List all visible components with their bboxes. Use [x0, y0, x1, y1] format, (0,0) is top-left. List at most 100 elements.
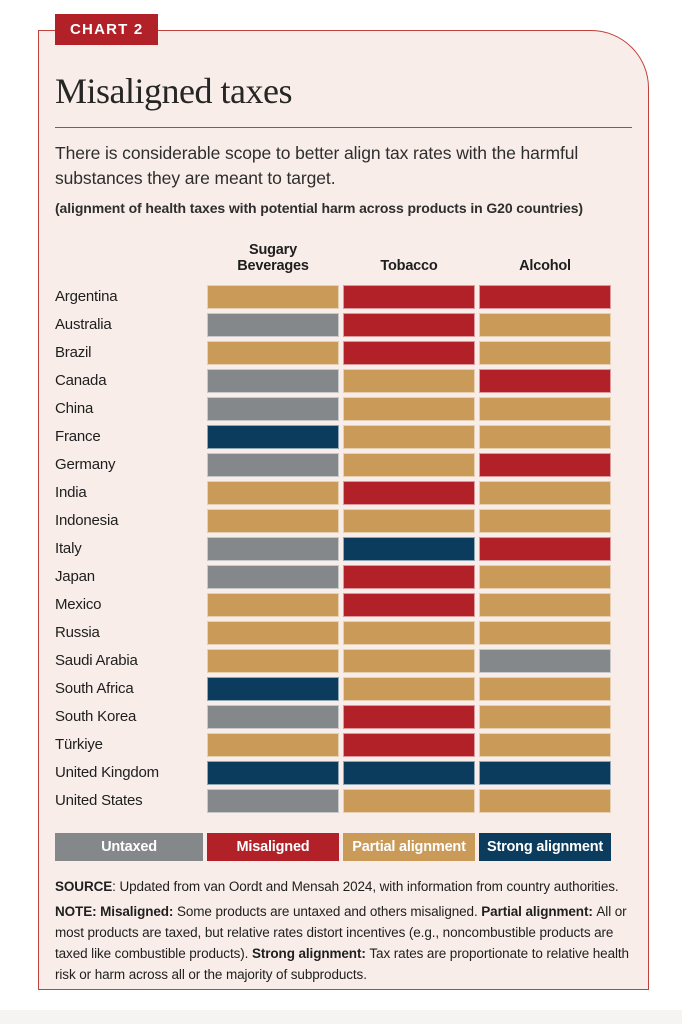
table-row: Türkiye [55, 732, 632, 757]
country-label: France [55, 428, 101, 446]
alignment-cell-partial [479, 676, 611, 701]
table-row: Mexico [55, 592, 632, 617]
country-label: India [55, 484, 87, 502]
country-label: United States [55, 792, 143, 810]
alignment-cell-misaligned [479, 536, 611, 561]
alignment-cell-partial [207, 340, 339, 365]
alignment-cell-untaxed [479, 648, 611, 673]
table-row: South Korea [55, 704, 632, 729]
note-bold-segment: Strong alignment: [251, 945, 370, 961]
alignment-cell-misaligned [479, 284, 611, 309]
alignment-cell-untaxed [207, 368, 339, 393]
table-row: Argentina [55, 284, 632, 309]
alignment-cell-strong [207, 676, 339, 701]
alignment-cell-misaligned [343, 732, 475, 757]
alignment-cell-untaxed [207, 564, 339, 589]
column-header-tobacco: Tobacco [380, 258, 438, 275]
alignment-cell-partial [479, 704, 611, 729]
table-row: China [55, 396, 632, 421]
alignment-cell-untaxed [207, 788, 339, 813]
country-label: Mexico [55, 596, 102, 614]
alignment-cell-partial [207, 284, 339, 309]
alignment-cell-partial [343, 620, 475, 645]
country-label: Canada [55, 372, 107, 390]
title-divider [55, 126, 632, 128]
table-row: United Kingdom [55, 760, 632, 785]
table-row: France [55, 424, 632, 449]
alignment-cell-strong [207, 424, 339, 449]
legend-item-partial: Partial alignment [343, 832, 475, 861]
chart-subtitle: There is considerable scope to better al… [55, 142, 579, 189]
table-row: Australia [55, 312, 632, 337]
country-label: Germany [55, 456, 116, 474]
source-line: SOURCE: Updated from van Oordt and Mensa… [55, 877, 632, 897]
alignment-cell-partial [207, 480, 339, 505]
country-label: China [55, 400, 94, 418]
alignment-cell-partial [343, 368, 475, 393]
alignment-cell-partial [343, 396, 475, 421]
country-label: Italy [55, 540, 82, 558]
alignment-cell-strong [479, 760, 611, 785]
country-label: Saudi Arabia [55, 652, 138, 670]
alignment-cell-untaxed [207, 312, 339, 337]
source-text: : Updated from van Oordt and Mensah 2024… [112, 878, 619, 894]
alignment-cell-misaligned [343, 704, 475, 729]
alignment-cell-untaxed [207, 536, 339, 561]
note-segment: All or most products are taxed, but rela… [55, 904, 627, 961]
alignment-cell-partial [343, 508, 475, 533]
alignment-cell-partial [479, 592, 611, 617]
country-label: Argentina [55, 288, 118, 306]
table-row: Canada [55, 368, 632, 393]
note-bold-segment: Misaligned: [100, 904, 177, 920]
alignment-cell-partial [479, 424, 611, 449]
alignment-cell-misaligned [479, 452, 611, 477]
table-row: Brazil [55, 340, 632, 365]
alignment-cell-untaxed [207, 452, 339, 477]
alignment-cell-partial [479, 564, 611, 589]
alignment-cell-misaligned [343, 480, 475, 505]
chart-number-badge: CHART 2 [55, 14, 159, 45]
page-title: Misaligned taxes [55, 71, 292, 111]
alignment-cell-partial [479, 620, 611, 645]
note-bold-segment: NOTE: [55, 904, 101, 920]
country-label: Australia [55, 316, 112, 334]
alignment-cell-misaligned [343, 340, 475, 365]
table-row: Saudi Arabia [55, 648, 632, 673]
alignment-cell-misaligned [343, 564, 475, 589]
alignment-cell-strong [207, 760, 339, 785]
country-label: Russia [55, 624, 100, 642]
alignment-cell-partial [343, 788, 475, 813]
alignment-cell-partial [343, 452, 475, 477]
table-row: Germany [55, 452, 632, 477]
chart-card: CHART 2 Misaligned taxes There is consid… [38, 14, 649, 990]
note-segment: Tax rates are proportionate to relative … [55, 945, 629, 982]
alignment-cell-strong [343, 760, 475, 785]
country-label: Türkiye [55, 736, 103, 754]
legend-item-strong: Strong alignment [479, 832, 611, 861]
alignment-cell-partial [479, 340, 611, 365]
note-bold-segment: Partial alignment: [481, 904, 597, 920]
country-label: South Africa [55, 680, 134, 698]
table-row: India [55, 480, 632, 505]
column-header-alcohol: Alcohol [519, 258, 571, 275]
source-label: SOURCE [55, 878, 113, 894]
country-label: Brazil [55, 344, 92, 362]
alignment-cell-misaligned [343, 284, 475, 309]
country-label: Japan [55, 568, 95, 586]
legend-item-untaxed: Untaxed [55, 832, 203, 861]
alignment-cell-partial [479, 480, 611, 505]
country-label: Indonesia [55, 512, 119, 530]
next-section-edge [0, 1010, 682, 1024]
alignment-cell-partial [343, 648, 475, 673]
alignment-grid: Sugary Beverages Tobacco Alcohol Argenti… [55, 242, 632, 813]
alignment-cell-untaxed [207, 704, 339, 729]
grid-rows: Argentina Australia Brazil Canada China Franc… [55, 284, 632, 813]
alignment-cell-partial [479, 788, 611, 813]
alignment-cell-partial [207, 732, 339, 757]
table-row: Indonesia [55, 508, 632, 533]
alignment-cell-partial [479, 396, 611, 421]
alignment-cell-partial [479, 312, 611, 337]
table-row: Japan [55, 564, 632, 589]
table-row: Russia [55, 620, 632, 645]
country-label: United Kingdom [55, 764, 159, 782]
